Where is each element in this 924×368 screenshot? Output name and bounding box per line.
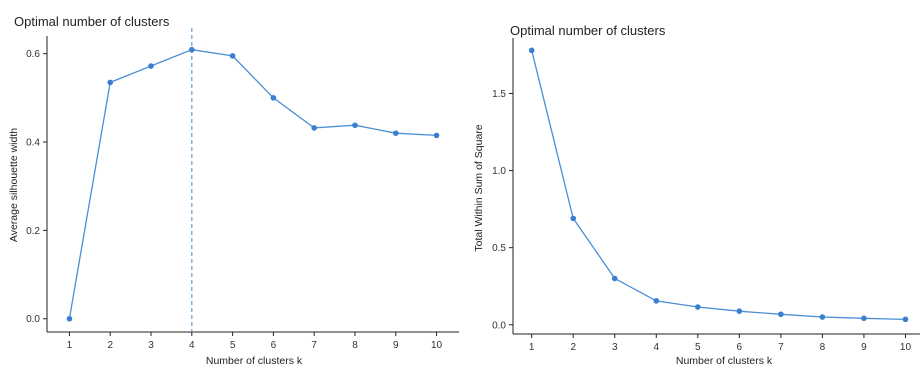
data-point (352, 122, 358, 129)
data-point (819, 314, 826, 320)
data-point (392, 130, 399, 136)
data-point (433, 132, 440, 139)
chart-title: Optimal number of clusters (510, 23, 666, 38)
y-tick-label: 0.0 (492, 320, 506, 331)
x-tick-label: 4 (653, 342, 659, 353)
chart-title: Optimal number of clusters (14, 14, 170, 29)
y-tick-label: 1.0 (492, 166, 506, 177)
series-line (531, 50, 906, 321)
data-point (148, 63, 154, 69)
x-tick-label: 7 (311, 340, 317, 351)
x-tick-label: 9 (861, 342, 867, 353)
y-tick-label: 0.4 (26, 138, 40, 149)
data-point (902, 316, 909, 323)
y-axis-title: Total Within Sum of Square (473, 124, 485, 251)
x-tick-label: 6 (737, 342, 743, 353)
data-point (229, 53, 236, 59)
silhouette-chart-panel: Optimal number of clusters Number of clu… (8, 14, 459, 367)
x-tick-label: 3 (612, 342, 618, 353)
data-point (311, 125, 317, 131)
y-tick-label: 0.0 (26, 314, 40, 325)
data-point (107, 79, 114, 86)
series-line (68, 49, 437, 319)
data-point (653, 298, 660, 304)
x-tick-label: 10 (431, 340, 443, 351)
data-point (189, 46, 195, 53)
data-point (528, 47, 535, 54)
data-point (570, 215, 577, 222)
x-axis-title: Number of clusters k (676, 355, 773, 367)
data-point (66, 315, 73, 322)
x-tick-label: 6 (271, 340, 277, 351)
x-tick-label: 10 (900, 342, 912, 353)
silhouette-chart: Optimal number of clusters Number of clu… (8, 14, 459, 367)
x-tick-label: 1 (67, 340, 73, 351)
wss-chart-panel: Optimal number of clusters Number of clu… (462, 0, 924, 368)
x-tick-label: 9 (393, 340, 399, 351)
x-tick-label: 4 (189, 340, 195, 351)
x-tick-label: 2 (570, 342, 576, 353)
data-point (778, 311, 784, 318)
data-point (736, 308, 743, 314)
data-point (611, 275, 618, 282)
data-point (270, 95, 277, 101)
y-tick-label: 0.6 (26, 49, 40, 60)
wss-chart: Optimal number of clusters Number of clu… (473, 23, 920, 367)
x-tick-label: 7 (778, 342, 784, 353)
y-tick-label: 0.5 (492, 243, 506, 254)
x-axis-title: Number of clusters k (206, 355, 303, 367)
x-tick-label: 8 (820, 342, 826, 353)
x-tick-label: 8 (352, 340, 358, 351)
y-axis-title: Average silhouette width (8, 128, 20, 242)
data-point (861, 315, 867, 322)
x-tick-label: 5 (695, 342, 701, 353)
x-tick-label: 1 (529, 342, 535, 353)
x-tick-label: 3 (148, 340, 154, 351)
x-tick-label: 5 (230, 340, 236, 351)
y-tick-label: 0.2 (26, 226, 40, 237)
y-tick-label: 1.5 (492, 89, 506, 100)
x-tick-label: 2 (107, 340, 113, 351)
data-point (695, 304, 701, 310)
